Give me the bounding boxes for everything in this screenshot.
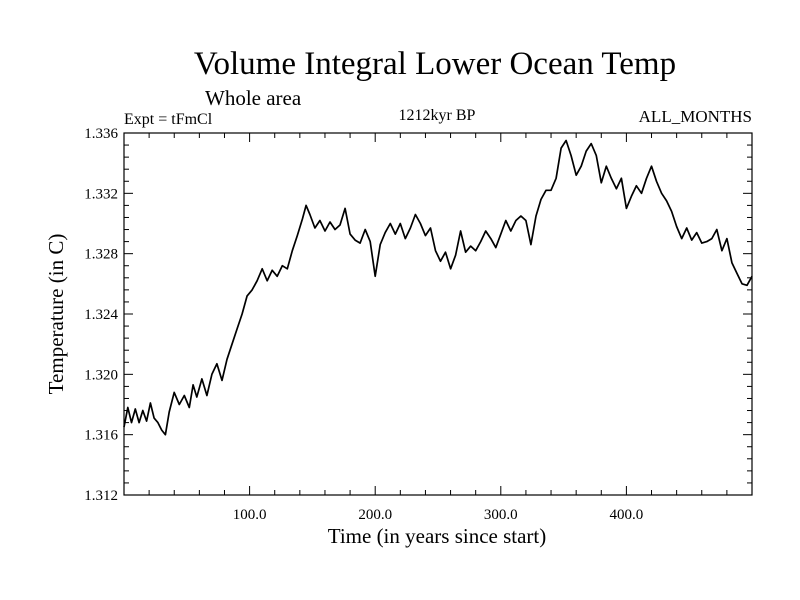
- x-axis-label: Time (in years since start): [328, 524, 547, 548]
- temperature-series-line: [123, 139, 753, 436]
- x-axis-ticks: 100.0 200.0 300.0 400.0: [148, 133, 728, 523]
- x-tick-label: 400.0: [610, 507, 644, 523]
- y-tick-label: 1.332: [84, 186, 118, 202]
- chart-subtitle: Whole area: [205, 86, 302, 110]
- y-axis-ticks: 1.312 1.316 1.320 1.324 1.328 1.332 1.336: [84, 126, 752, 504]
- plot-frame: [123, 132, 753, 496]
- y-tick-label: 1.336: [84, 126, 118, 142]
- y-tick-label: 1.312: [84, 488, 118, 504]
- period-label: 1212kyr BP: [399, 107, 476, 124]
- y-tick-label: 1.324: [84, 307, 118, 323]
- x-tick-label: 100.0: [233, 507, 267, 523]
- y-tick-label: 1.316: [84, 428, 118, 444]
- x-tick-label: 200.0: [358, 507, 392, 523]
- months-label: ALL_MONTHS: [639, 107, 752, 126]
- experiment-label: Expt = tFmCl: [124, 111, 213, 128]
- x-tick-label: 300.0: [484, 507, 518, 523]
- chart-title: Volume Integral Lower Ocean Temp: [194, 46, 676, 82]
- y-tick-label: 1.328: [84, 247, 118, 263]
- y-tick-label: 1.320: [84, 367, 118, 383]
- y-axis-label: Temperature (in C): [44, 234, 68, 395]
